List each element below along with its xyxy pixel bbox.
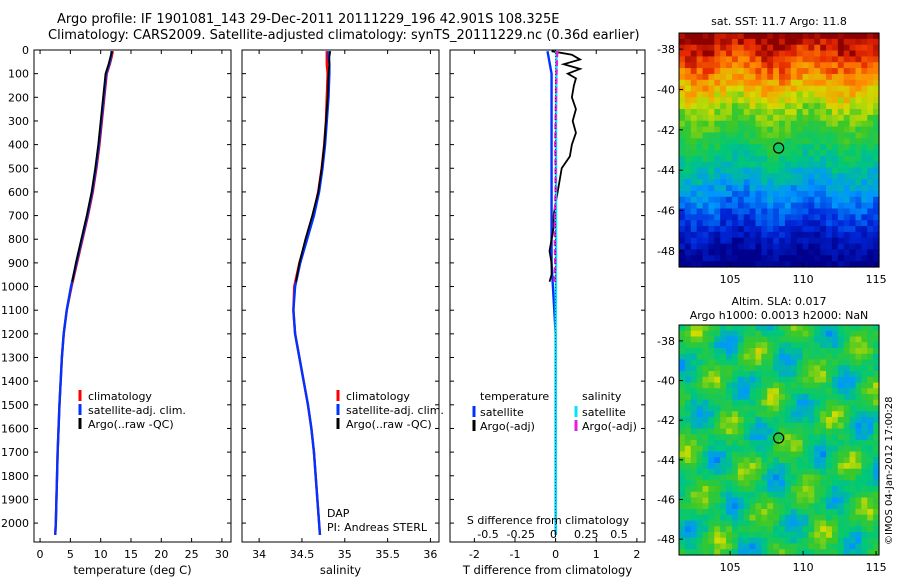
sst_map-ytick-label: -40 xyxy=(657,83,675,96)
sla_map-title: Altim. SLA: 0.017 xyxy=(731,295,826,308)
sla_map-xtick-label: 115 xyxy=(866,561,887,574)
depth-tick-label: 1600 xyxy=(1,422,29,435)
sla_map-ytick-label: -44 xyxy=(657,454,675,467)
salinity-axes-box xyxy=(241,49,440,543)
sla_map-ytick-label: -48 xyxy=(657,533,675,546)
sst_map-ytick-label: -46 xyxy=(657,205,675,218)
salinity-xtick-label: 34 xyxy=(252,548,266,561)
temperature-xtick-label: 30 xyxy=(215,548,229,561)
difference-axes-box xyxy=(449,49,646,543)
diff-legend-label-s: satellite xyxy=(582,406,626,419)
sst_map-ytick-label: -44 xyxy=(657,164,675,177)
difference-xtick-label: 1 xyxy=(593,548,600,561)
depth-tick-label: 400 xyxy=(8,139,29,152)
difference-series-t-argo xyxy=(548,50,583,283)
diff-legend-title-salinity: salinity xyxy=(582,390,622,403)
depth-tick-label: 1300 xyxy=(1,352,29,365)
depth-tick-label: 1000 xyxy=(1,281,29,294)
diff-stick-label: -0.5 xyxy=(477,528,498,541)
salinity-xlabel: salinity xyxy=(320,563,361,577)
sla_map-xtick-label: 110 xyxy=(793,561,814,574)
sst_map-xtick-label: 115 xyxy=(866,273,887,286)
temperature-xtick-label: 10 xyxy=(94,548,108,561)
diff-legend-label-t: Argo(-adj) xyxy=(480,420,535,433)
difference-xtick-label: -1 xyxy=(510,548,521,561)
temperature-series-argo xyxy=(71,50,114,282)
pi-label: PI: Andreas STERL xyxy=(327,521,428,534)
salinity-xtick-label: 35 xyxy=(338,548,352,561)
depth-tick-label: 1500 xyxy=(1,399,29,412)
depth-tick-label: 1800 xyxy=(1,470,29,483)
sst_map-frame xyxy=(678,32,880,268)
temperature-axes-box xyxy=(33,49,232,543)
dap-label: DAP xyxy=(327,507,350,520)
diff-legend-label-s: Argo(-adj) xyxy=(582,420,637,433)
depth-tick-label: 1100 xyxy=(1,304,29,317)
diff-stick-label: 0.25 xyxy=(574,528,599,541)
difference-xtick-label: -2 xyxy=(469,548,480,561)
sla_map-ytick-label: -38 xyxy=(657,335,675,348)
temperature-legend-label: Argo(..raw -QC) xyxy=(88,418,174,431)
depth-tick-label: 1700 xyxy=(1,446,29,459)
salinity-legend-label: climatology xyxy=(346,390,410,403)
depth-tick-label: 300 xyxy=(8,115,29,128)
depth-tick-label: 100 xyxy=(8,68,29,81)
temperature-xtick-label: 20 xyxy=(154,548,168,561)
sst_map-ytick-label: -38 xyxy=(657,43,675,56)
sla_map-ytick-label: -40 xyxy=(657,375,675,388)
sst_map-ytick-label: -48 xyxy=(657,245,675,258)
sla_map-frame xyxy=(678,324,880,556)
sla_map-grid xyxy=(679,325,880,556)
depth-tick-label: 0 xyxy=(22,44,29,57)
depth-tick-label: 500 xyxy=(8,162,29,175)
header-line1: Argo profile: IF 1901081_143 29-Dec-2011… xyxy=(57,12,560,27)
diff-stick-label: 0.5 xyxy=(610,528,628,541)
temperature-legend-label: satellite-adj. clim. xyxy=(88,404,186,417)
sla_map-ytick-label: -46 xyxy=(657,493,675,506)
diff-stick-label: 0 xyxy=(550,528,557,541)
difference-xtick-label: 0 xyxy=(552,548,559,561)
salinity-xtick-label: 34.5 xyxy=(290,548,315,561)
depth-tick-label: 600 xyxy=(8,186,29,199)
depth-tick-label: 1200 xyxy=(1,328,29,341)
sla_map-argo-marker xyxy=(773,432,785,444)
sla_map-ytick-label: -42 xyxy=(657,414,675,427)
temperature-xtick-label: 15 xyxy=(124,548,138,561)
depth-tick-label: 200 xyxy=(8,91,29,104)
depth-tick-label: 800 xyxy=(8,233,29,246)
difference-series-s-argo xyxy=(553,51,559,282)
salinity-legend-label: satellite-adj. clim. xyxy=(346,404,444,417)
sst_map-xtick-label: 110 xyxy=(793,273,814,286)
sst_map-argo-marker xyxy=(773,142,785,154)
depth-tick-label: 700 xyxy=(8,210,29,223)
sst_map-title: sat. SST: 11.7 Argo: 11.8 xyxy=(711,15,847,28)
difference-xlabel: T difference from climatology xyxy=(462,563,633,577)
depth-tick-label: 2000 xyxy=(1,517,29,530)
temperature-xtick-label: 0 xyxy=(37,548,44,561)
sla_map-xtick-label: 105 xyxy=(720,561,741,574)
diff-stick-label: -0.25 xyxy=(507,528,535,541)
sst_map-ytick-label: -42 xyxy=(657,124,675,137)
salinity-xtick-label: 36 xyxy=(423,548,437,561)
diff-legend-title-temperature: temperature xyxy=(480,390,549,403)
depth-tick-label: 900 xyxy=(8,257,29,270)
diff-xlabel2: S difference from climatology xyxy=(467,514,630,527)
depth-tick-label: 1900 xyxy=(1,493,29,506)
temperature-xlabel: temperature (deg C) xyxy=(73,563,191,577)
salinity-legend-label: Argo(..raw -QC) xyxy=(346,418,432,431)
diff-legend-label-t: satellite xyxy=(480,406,524,419)
sst_map-grid xyxy=(679,33,880,268)
temperature-xtick-label: 25 xyxy=(185,548,199,561)
temperature-xtick-label: 5 xyxy=(67,548,74,561)
sst_map-xtick-label: 105 xyxy=(720,273,741,286)
temperature-legend-label: climatology xyxy=(88,390,152,403)
difference-xtick-label: 2 xyxy=(633,548,640,561)
salinity-xtick-label: 35.5 xyxy=(375,548,400,561)
depth-tick-label: 1400 xyxy=(1,375,29,388)
salinity-series-argo xyxy=(295,51,332,282)
sla_map-title2: Argo h1000: 0.0013 h2000: NaN xyxy=(690,309,869,322)
header-line2: Climatology: CARS2009. Satellite-adjuste… xyxy=(48,28,640,43)
